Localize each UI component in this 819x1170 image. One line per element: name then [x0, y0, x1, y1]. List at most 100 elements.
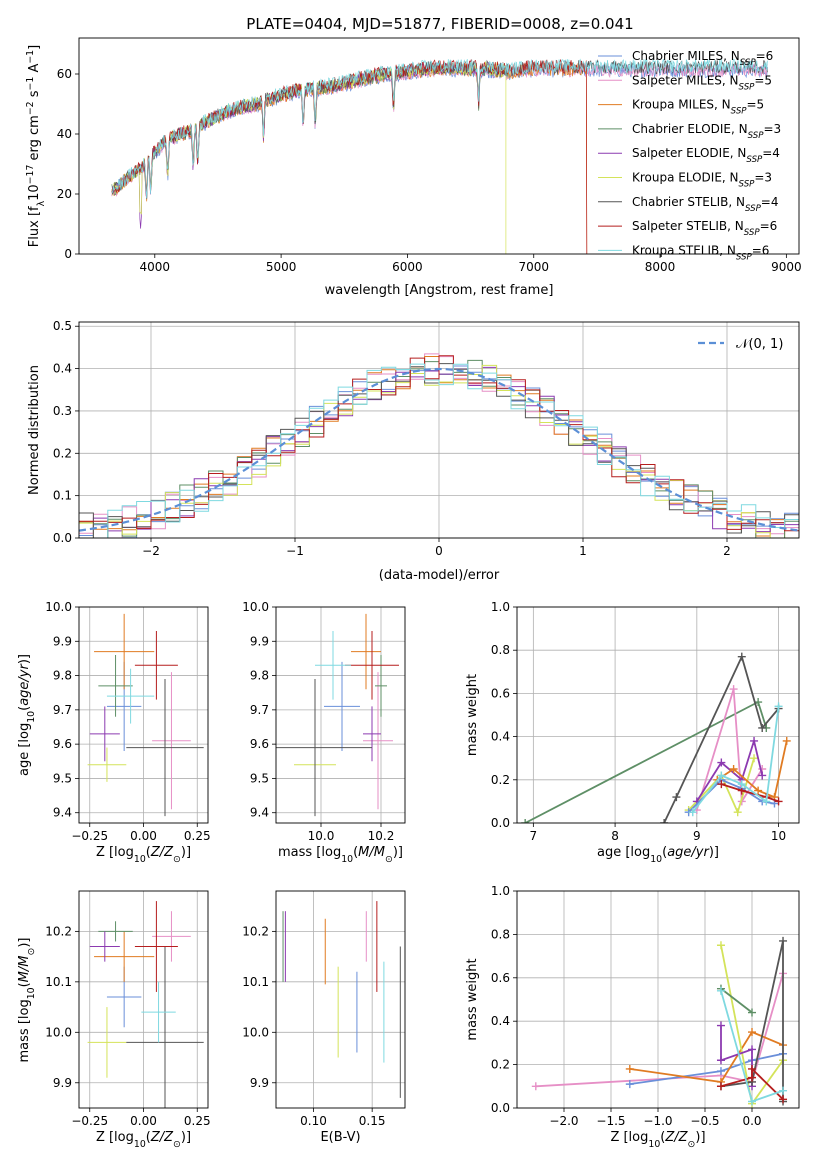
- residuals-plot-area: [79, 353, 799, 538]
- weight-marker: [717, 780, 726, 789]
- weight-marker: [758, 723, 767, 732]
- y-tick-label: 9.5: [53, 771, 72, 785]
- y-tick-label: 9.7: [53, 703, 72, 717]
- legend: Chabrier MILES, NSSP=6 Salpeter MILES, NS…: [598, 49, 781, 262]
- legend-label: Kroupa ELODIE, NSSP=3: [632, 171, 772, 190]
- x-tick-label: 6000: [392, 260, 423, 274]
- legend-label: Kroupa MILES, NSSP=5: [632, 98, 764, 117]
- weight-marker: [729, 685, 738, 694]
- weight-marker: [774, 797, 783, 806]
- y-tick-label: 9.9: [250, 634, 269, 648]
- y-tick-label: 0.6: [491, 686, 510, 700]
- y-tick-label: 0.0: [53, 531, 72, 545]
- weight-marker: [779, 1095, 788, 1104]
- y-tick-label: 60: [57, 67, 72, 81]
- legend-label: Kroupa STELIB, NSSP=6: [632, 243, 769, 262]
- x-tick-label: 0.00: [130, 829, 157, 843]
- x-tick-label: 0.0: [742, 1114, 761, 1128]
- age-vs-Z-frame: [78, 606, 209, 824]
- weight-marker: [750, 754, 759, 763]
- weight-marker: [748, 1097, 756, 1106]
- y-tick-label: 9.8: [53, 669, 72, 683]
- x-tick-label: −0.5: [690, 1114, 719, 1128]
- weight-line: [629, 1030, 784, 1083]
- x-tick-label: 0.10: [300, 1114, 327, 1128]
- x-axis-label: (data-model)/error: [379, 568, 500, 583]
- y-tick-label: 10.0: [45, 600, 72, 614]
- y-tick-label: 0.8: [491, 927, 510, 941]
- mass-vs-ebv-frame: [275, 890, 406, 1109]
- x-tick-label: 5000: [266, 260, 297, 274]
- histogram-step: [79, 355, 799, 532]
- y-axis-label: mass [log10(M/M⊙)]: [17, 938, 37, 1063]
- weight-marker: [779, 936, 788, 945]
- y-tick-label: 9.6: [250, 737, 269, 751]
- weight-marker: [750, 736, 759, 745]
- x-tick-label: 10: [771, 829, 786, 843]
- weight-marker: [758, 771, 767, 780]
- y-tick-label: 9.9: [250, 1076, 269, 1090]
- x-tick-label: −1: [286, 544, 304, 558]
- weight-line: [720, 987, 753, 1014]
- y-tick-label: 0.5: [53, 319, 72, 333]
- weight-marker: [688, 808, 697, 817]
- weight-vs-age-plot-area: [521, 652, 791, 823]
- x-axis-label: E(B-V): [320, 1130, 360, 1145]
- weight-marker: [779, 1086, 788, 1095]
- age-vs-mass-axes: 10.0 10.2 9.4 9.5 9.6 9.7 9.8 9.9 10.0: [242, 600, 406, 843]
- mass-vs-Z-axes: −0.25 0.00 0.25 9.9 10.0 10.1 10.2: [45, 890, 211, 1128]
- spectrum-plot-area: [111, 58, 768, 254]
- x-tick-label: −0.25: [71, 829, 108, 843]
- x-tick-label: 4000: [140, 260, 171, 274]
- x-tick-label: 0.15: [359, 1114, 386, 1128]
- age-vs-mass-frame: [275, 606, 406, 824]
- x-tick-label: 0: [435, 544, 443, 558]
- weight-marker: [762, 797, 771, 806]
- x-tick-label: −0.25: [71, 1114, 108, 1128]
- weight-marker: [733, 808, 742, 817]
- x-tick-label: −1.0: [643, 1114, 672, 1128]
- x-tick-label: −2: [142, 544, 160, 558]
- weight-marker: [716, 1067, 725, 1076]
- weight-line: [688, 757, 755, 815]
- x-tick-label: 8: [611, 829, 619, 843]
- age-vs-Z-plot-area: [87, 613, 204, 817]
- weight-marker: [748, 1008, 756, 1017]
- x-tick-label: 7000: [518, 260, 549, 274]
- weight-marker: [717, 771, 726, 780]
- weight-marker: [737, 652, 746, 661]
- y-tick-label: 9.9: [53, 634, 72, 648]
- weight-marker: [737, 780, 746, 789]
- weight-vs-Z-axes: −2.0 −1.5 −1.0 −0.5 0.0 0.0 0.2 0.4 0.6 0.8 1.0: [491, 884, 800, 1128]
- residuals-axes: −2 −1 0 1 2 0.0 0.1 0.2 0.3 0.4 0.5: [53, 319, 800, 558]
- mass-vs-ebv-axes: 0.10 0.15 9.9 10.0 10.1 10.2: [242, 890, 406, 1128]
- x-tick-label: 9000: [771, 260, 802, 274]
- y-tick-label: 10.2: [45, 924, 72, 938]
- mass-vs-Z-frame: [78, 890, 209, 1109]
- x-tick-label: −1.5: [596, 1114, 625, 1128]
- weight-marker: [672, 793, 681, 802]
- spectrum-axes: 4000 5000 6000 7000 8000 9000 0 20 40 60: [57, 37, 802, 274]
- x-axis-label: Z [log10(Z/Z⊙)]: [96, 1130, 191, 1150]
- weight-vs-age-axes: 7 8 9 10 0.0 0.2 0.4 0.6 0.8 1.0: [491, 600, 800, 843]
- y-tick-label: 9.4: [53, 806, 72, 820]
- spectrum-line: [111, 62, 588, 254]
- y-axis-label: mass weight: [465, 674, 480, 756]
- y-axis-label: Flux [fλ10−17 erg cm−2 s−1 A−1]: [25, 45, 47, 247]
- weight-marker: [716, 986, 725, 995]
- y-tick-label: 0.3: [53, 404, 72, 418]
- weight-marker: [717, 758, 726, 767]
- weight-marker: [716, 1021, 725, 1030]
- x-tick-label: 1: [579, 544, 587, 558]
- y-tick-label: 20: [57, 187, 72, 201]
- weight-line: [629, 1052, 784, 1085]
- y-tick-label: 40: [57, 127, 72, 141]
- legend-label: Salpeter MILES, NSSP=5: [632, 73, 772, 92]
- y-tick-label: 9.5: [250, 771, 269, 785]
- x-tick-label: 9: [693, 829, 701, 843]
- weight-line: [720, 940, 784, 1102]
- y-tick-label: 9.7: [250, 703, 269, 717]
- y-tick-label: 0.4: [53, 362, 72, 376]
- y-axis-label: Normed distribution: [27, 365, 42, 495]
